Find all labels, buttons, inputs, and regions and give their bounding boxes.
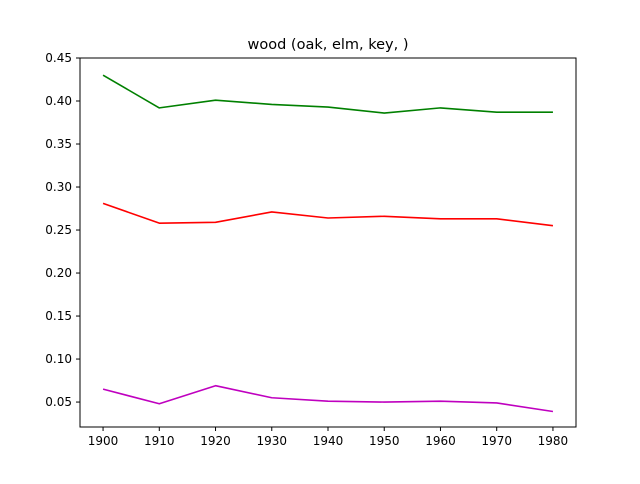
series-line-2 [102,202,554,227]
y-tick-label: 0.30 [45,180,72,194]
x-tick-label: 1950 [369,434,400,448]
x-tick-label: 1980 [538,434,569,448]
y-tick-label: 0.05 [45,395,72,409]
series-group [102,74,554,413]
y-tick-label: 0.20 [45,266,72,280]
x-tick-label: 1920 [200,434,231,448]
series-line-3 [102,384,554,413]
x-tick-label: 1960 [425,434,456,448]
x-tick-label: 1900 [88,434,119,448]
y-tick-label: 0.45 [45,51,72,65]
x-tick-label: 1930 [256,434,287,448]
chart-title: wood (oak, elm, key, ) [248,37,409,53]
y-tick-label: 0.35 [45,137,72,151]
x-tick-label: 1970 [481,434,512,448]
y-tick-label: 0.10 [45,352,72,366]
y-tick-label: 0.15 [45,309,72,323]
axes-group: 1900 1910 1920 1930 1940 1950 1960 1970 1980 0.05… [45,51,577,448]
series-line-1 [102,74,553,114]
x-tick-label: 1910 [144,434,175,448]
x-tick-label: 1940 [313,434,344,448]
y-tick-label: 0.25 [45,223,72,237]
y-tick-label: 0.40 [45,94,72,108]
